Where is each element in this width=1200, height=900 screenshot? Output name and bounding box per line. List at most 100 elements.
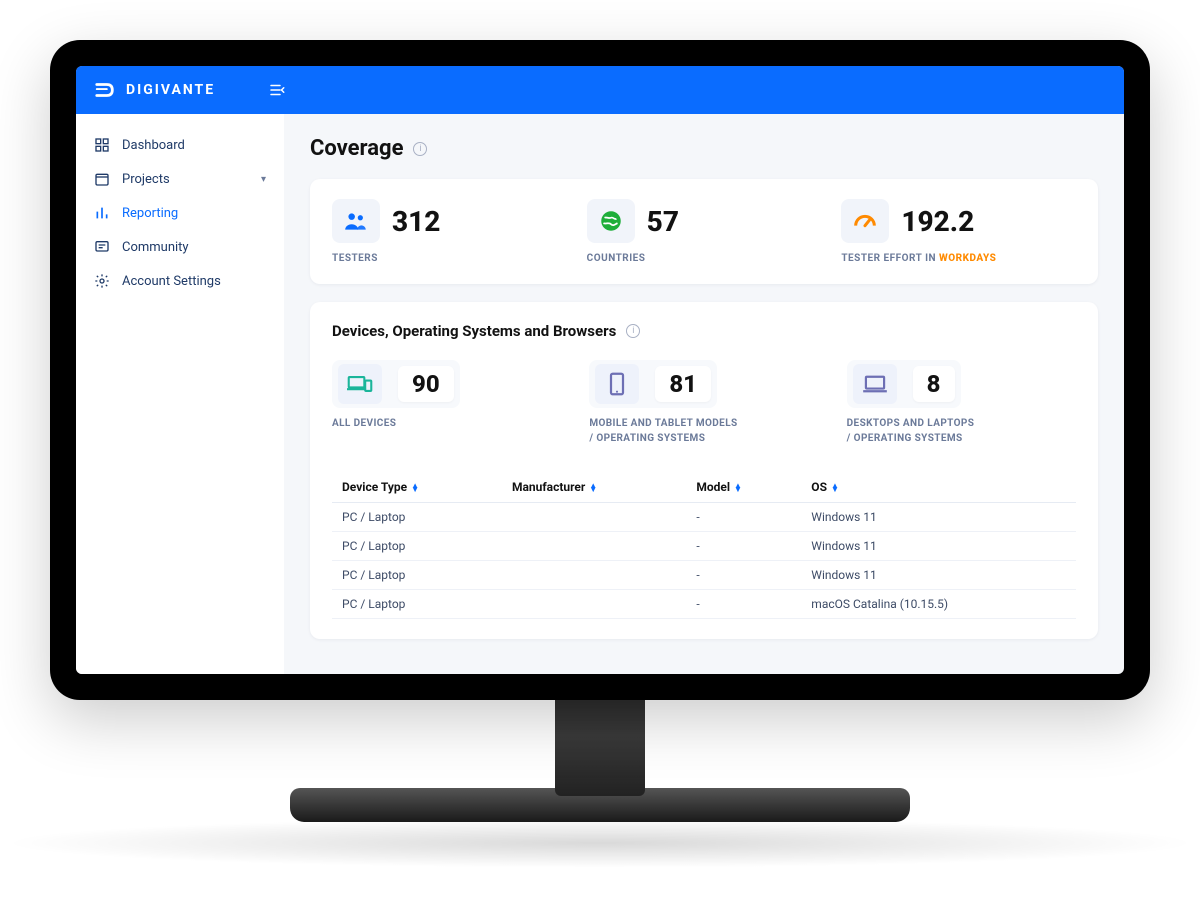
device-stat-desktop: 8 DESKTOPS AND LAPTOPS / OPERATING SYSTE…: [847, 360, 1076, 446]
device-stat-mobile: 81 MOBILE AND TABLET MODELS / OPERATING …: [589, 360, 818, 446]
sort-icon: ▲▼: [734, 484, 742, 492]
table-cell: Windows 11: [801, 561, 1076, 590]
table-row[interactable]: PC / Laptop-macOS Catalina (10.15.5): [332, 590, 1076, 619]
stat-label-text: TESTER EFFORT IN: [841, 253, 939, 264]
device-label: MOBILE AND TABLET MODELS / OPERATING SYS…: [589, 416, 818, 446]
summary-stat-row: 312 TESTERS: [332, 199, 1076, 264]
table-cell: -: [686, 503, 801, 532]
col-manufacturer[interactable]: Manufacturer ▲▼: [502, 472, 686, 503]
section-title-row: Devices, Operating Systems and Browsers …: [332, 322, 1076, 340]
people-icon: [343, 208, 369, 234]
info-icon[interactable]: i: [413, 142, 427, 156]
gear-icon: [94, 273, 110, 289]
device-icon-box: [595, 364, 639, 404]
col-os[interactable]: OS ▲▼: [801, 472, 1076, 503]
brand[interactable]: DIGIVANTE: [94, 79, 215, 101]
stat-effort: 192.2 TESTER EFFORT IN WORKDAYS: [841, 199, 1076, 264]
sidebar-item-account-settings[interactable]: Account Settings: [76, 264, 284, 298]
message-icon: [94, 239, 110, 255]
screen: DIGIVANTE Dashboard: [76, 66, 1124, 674]
devices-table: Device Type ▲▼ Manufacturer ▲▼ Model ▲▼ OS ▲…: [332, 472, 1076, 619]
table-cell: PC / Laptop: [332, 590, 502, 619]
stat-icon-box: [587, 199, 635, 243]
table-cell: -: [686, 532, 801, 561]
stat-label: COUNTRIES: [587, 253, 822, 264]
stat-countries: 57 COUNTRIES: [587, 199, 822, 264]
section-title: Devices, Operating Systems and Browsers: [332, 322, 616, 340]
sidebar: Dashboard Projects ▾ Reporting: [76, 114, 284, 674]
table-row[interactable]: PC / Laptop -Windows 11: [332, 503, 1076, 532]
page-title: Coverage: [310, 136, 403, 161]
table-cell: PC / Laptop: [332, 503, 502, 532]
stat-label-accent: WORKDAYS: [939, 253, 996, 264]
sort-icon: ▲▼: [411, 484, 419, 492]
device-icon-box: [853, 364, 897, 404]
table-row[interactable]: PC / Laptop-Windows 11: [332, 532, 1076, 561]
col-label: Manufacturer: [512, 480, 585, 494]
monitor-frame: DIGIVANTE Dashboard: [50, 40, 1150, 700]
chart-icon: [94, 205, 110, 221]
stat-testers: 312 TESTERS: [332, 199, 567, 264]
col-model[interactable]: Model ▲▼: [686, 472, 801, 503]
sidebar-item-label: Dashboard: [122, 138, 266, 153]
device-value: 8: [913, 366, 955, 402]
stat-value: 312: [392, 205, 440, 238]
stat-label: TESTER EFFORT IN WORKDAYS: [841, 253, 1076, 264]
col-device-type[interactable]: Device Type ▲▼: [332, 472, 502, 503]
brand-name: DIGIVANTE: [126, 82, 215, 98]
table-cell: -: [686, 561, 801, 590]
table-cell: Windows 11: [801, 532, 1076, 561]
info-icon[interactable]: i: [626, 324, 640, 338]
table-cell: [502, 590, 686, 619]
sort-icon: ▲▼: [589, 484, 597, 492]
chevron-down-icon: ▾: [261, 174, 266, 185]
collapse-icon: [268, 81, 286, 99]
table-cell: [502, 503, 686, 532]
mobile-icon: [608, 372, 626, 396]
table-cell: [502, 532, 686, 561]
stat-value: 57: [647, 205, 679, 238]
dashboard-icon: [94, 137, 110, 153]
col-label: Model: [696, 480, 730, 494]
monitor-stand-neck: [555, 696, 645, 796]
sidebar-item-label: Account Settings: [122, 274, 266, 289]
page-title-row: Coverage i: [310, 136, 1098, 161]
device-stat-row: 90 ALL DEVICES 81: [332, 360, 1076, 446]
topbar: DIGIVANTE: [76, 66, 1124, 114]
sidebar-item-reporting[interactable]: Reporting: [76, 196, 284, 230]
brand-logo-icon: [94, 79, 116, 101]
table-cell: [502, 561, 686, 590]
sidebar-item-projects[interactable]: Projects ▾: [76, 162, 284, 196]
speed-icon: [851, 207, 879, 235]
devices-card: Devices, Operating Systems and Browsers …: [310, 302, 1098, 639]
sidebar-item-label: Projects: [122, 172, 249, 187]
summary-card: 312 TESTERS: [310, 179, 1098, 284]
table-header-row: Device Type ▲▼ Manufacturer ▲▼ Model ▲▼ OS ▲…: [332, 472, 1076, 503]
table-cell: -: [686, 590, 801, 619]
stat-icon-box: [332, 199, 380, 243]
device-label: ALL DEVICES: [332, 416, 561, 431]
sidebar-item-label: Community: [122, 240, 266, 255]
stat-label: TESTERS: [332, 253, 567, 264]
device-value: 81: [655, 366, 711, 402]
device-value: 90: [398, 366, 454, 402]
calendar-icon: [94, 171, 110, 187]
sidebar-item-label: Reporting: [122, 206, 266, 221]
stat-value: 192.2: [901, 205, 974, 238]
sort-icon: ▲▼: [831, 484, 839, 492]
globe-icon: [598, 208, 624, 234]
collapse-sidebar-button[interactable]: [265, 78, 289, 102]
body: Dashboard Projects ▾ Reporting: [76, 114, 1124, 674]
sidebar-item-dashboard[interactable]: Dashboard: [76, 128, 284, 162]
stat-icon-box: [841, 199, 889, 243]
col-label: Device Type: [342, 480, 407, 494]
main-content: Coverage i: [284, 114, 1124, 674]
table-row[interactable]: PC / Laptop-Windows 11: [332, 561, 1076, 590]
col-label: OS: [811, 480, 827, 494]
device-icon-box: [338, 364, 382, 404]
device-stat-all: 90 ALL DEVICES: [332, 360, 561, 446]
table-cell: Windows 11: [801, 503, 1076, 532]
laptop-icon: [862, 374, 888, 394]
devices-icon: [347, 373, 373, 395]
sidebar-item-community[interactable]: Community: [76, 230, 284, 264]
